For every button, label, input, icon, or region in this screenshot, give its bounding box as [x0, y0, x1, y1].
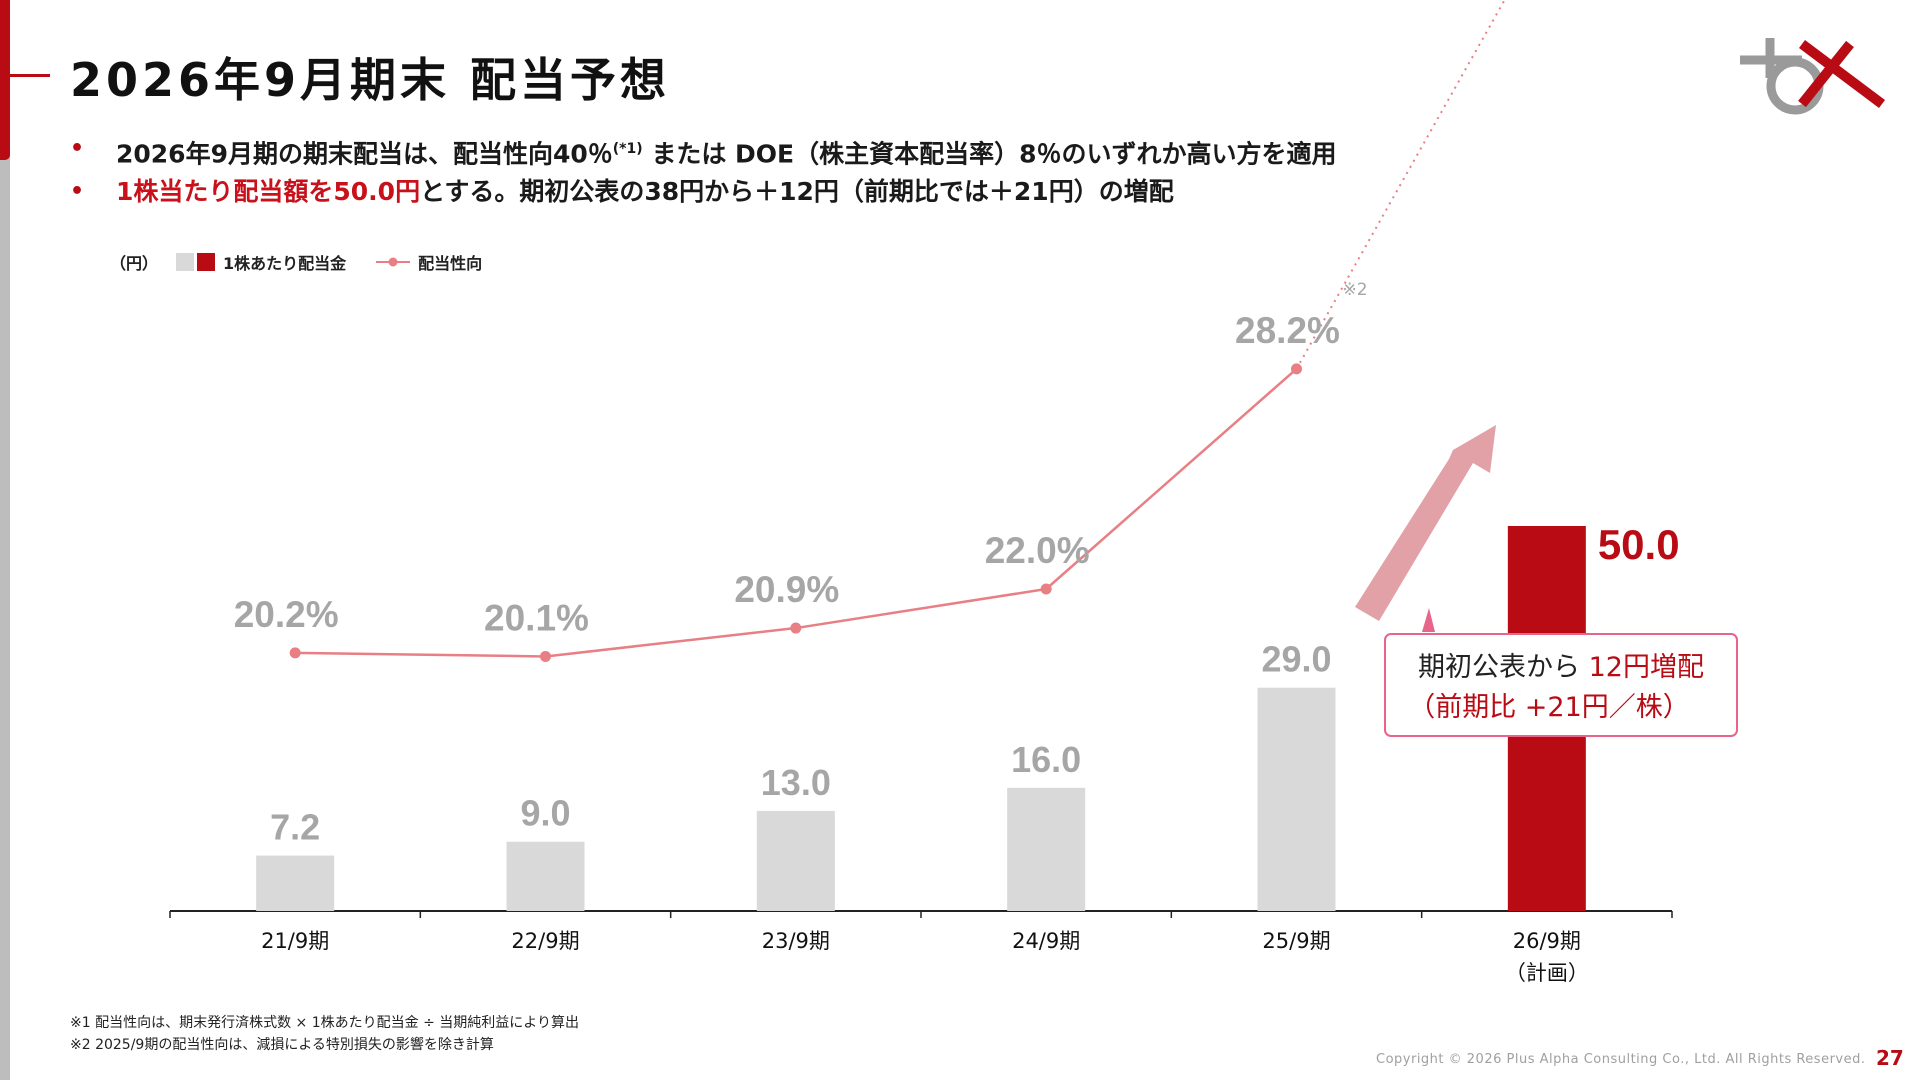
note-mark: ※2 — [1343, 280, 1368, 300]
category-label: 23/9期 — [762, 929, 830, 953]
ratio-line-segment — [295, 651, 546, 658]
callout-line-2: （前期比 +21円／株） — [1408, 692, 1690, 723]
legend-line-marker — [376, 257, 411, 267]
callout-line-1: 期初公表から 12円増配 — [1418, 652, 1704, 683]
left-accent-bar-red — [0, 0, 10, 160]
bar — [1007, 787, 1086, 911]
up-arrow — [1355, 425, 1496, 621]
legend-swatch-red — [197, 253, 216, 271]
bar-value-label: 29.0 — [1261, 639, 1331, 680]
bar-value-label: 7.2 — [270, 807, 320, 848]
callout-prefix: 期初公表から — [1418, 652, 1589, 683]
ratio-line-segment — [1045, 367, 1298, 590]
footnote-ref: (*1) — [612, 141, 643, 157]
category-label: 21/9期 — [261, 929, 329, 953]
bullet-item: • 1株当たり配当額を50.0円とする。期初公表の38円から＋12円（前期比では＋… — [70, 173, 1337, 211]
bar — [1257, 687, 1336, 911]
ratio-point — [1291, 363, 1302, 375]
category-label: 26/9期 — [1513, 929, 1581, 953]
category-label: 25/9期 — [1262, 929, 1330, 953]
title-rule — [0, 74, 50, 77]
left-accent-bar — [0, 0, 10, 1080]
callout-box — [1384, 633, 1738, 737]
page-number: 27 — [1876, 1046, 1904, 1070]
legend-swatch-gray — [176, 253, 195, 271]
legend-line-label: 配当性向 — [418, 254, 483, 273]
summary-bullets: • 2026年9月期の期末配当は、配当性向40％(*1) または DOE（株主資本… — [70, 130, 1337, 211]
bullet-item: • 2026年9月期の期末配当は、配当性向40％(*1) または DOE（株主資本… — [70, 130, 1337, 173]
callout-pointer — [1422, 608, 1435, 632]
legend-bar-label: 1株あたり配当金 — [223, 254, 347, 273]
bullet-dot: • — [70, 179, 85, 205]
bar-value-label: 16.0 — [1011, 739, 1081, 780]
bar — [756, 810, 835, 911]
bullet-text: 2026年9月期の期末配当は、配当性向40％ — [116, 139, 613, 169]
callout-highlight: 12円増配 — [1589, 652, 1704, 683]
bar-value-label: 50.0 — [1598, 521, 1680, 568]
company-logo — [1740, 38, 1885, 115]
bar-value-label: 9.0 — [520, 793, 570, 834]
ratio-label: 28.2% — [1235, 310, 1340, 351]
ratio-point — [790, 622, 802, 634]
bullet-dot: • — [70, 136, 85, 161]
ratio-point — [1040, 583, 1052, 595]
ratio-point — [289, 647, 301, 659]
ratio-label: 22.0% — [985, 530, 1090, 571]
footnote-2: ※2 2025/9期の配当性向は、減損による特別損失の影響を除き計算 — [70, 1037, 494, 1053]
bullet-text-rest: とする。期初公表の38円から＋12円（前期比では＋21円）の増配 — [420, 177, 1174, 207]
bar — [506, 841, 585, 911]
footnote-1: ※1 配当性向は、期末発行済株式数 × 1株あたり配当金 ÷ 当期純利益により算… — [70, 1015, 579, 1031]
ratio-label: 20.1% — [484, 597, 589, 638]
bullet-highlight: 1株当たり配当額を50.0円 — [116, 177, 421, 207]
ratio-label: 20.2% — [234, 594, 339, 635]
page-title: 2026年9月期末 配当予想 — [70, 53, 671, 107]
chart-legend: （円） 1株あたり配当金 配当性向 — [110, 250, 482, 274]
dividend-chart: 7.2 9.0 13.0 16.0 29.0 50.0 20.2% 20.1% 20.9% 22.… — [169, 0, 1738, 985]
ratio-line-segment — [1295, 0, 1506, 370]
copyright: Copyright © 2026 Plus Alpha Consulting C… — [1376, 1052, 1866, 1067]
unit-label: （円） — [110, 254, 159, 273]
category-label: 22/9期 — [511, 929, 579, 953]
bar-value-label: 13.0 — [761, 762, 831, 803]
category-label: 24/9期 — [1012, 929, 1080, 953]
bullet-text-rest: または DOE（株主資本配当率）8％のいずれか高い方を適用 — [642, 139, 1337, 169]
category-subtitle: （計画） — [1505, 961, 1589, 985]
ratio-point — [540, 650, 551, 662]
ratio-label: 20.9% — [734, 569, 839, 610]
ratio-line-segment — [795, 587, 1047, 630]
bar — [256, 855, 335, 911]
ratio-line-segment — [545, 626, 796, 658]
